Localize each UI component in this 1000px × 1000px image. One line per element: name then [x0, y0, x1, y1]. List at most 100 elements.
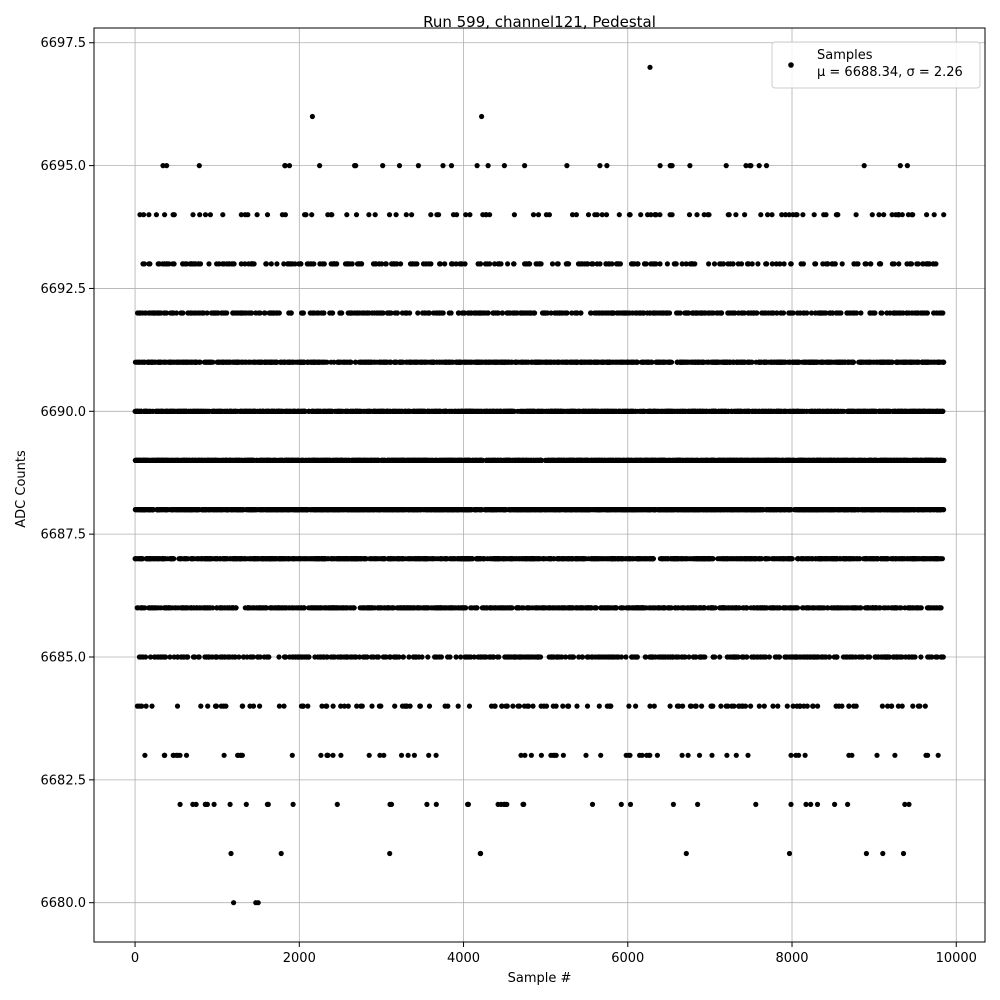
data-point [665, 507, 671, 513]
data-point [569, 654, 576, 660]
data-point [433, 752, 439, 758]
data-point [543, 703, 550, 709]
data-point [354, 703, 360, 709]
data-point [821, 605, 827, 611]
data-point [881, 605, 887, 611]
data-point [449, 556, 455, 562]
data-point [693, 703, 699, 709]
data-point [419, 654, 425, 660]
data-point [650, 654, 656, 660]
data-point [412, 556, 418, 562]
data-point [508, 605, 514, 611]
data-point [217, 605, 224, 611]
data-point [522, 752, 528, 758]
data-point [733, 752, 739, 758]
data-point [686, 556, 693, 562]
data-point [453, 654, 459, 660]
data-point [832, 801, 838, 808]
data-point [433, 801, 439, 808]
data-point [812, 605, 818, 611]
data-point [692, 556, 698, 562]
data-point [905, 507, 911, 513]
data-point [385, 605, 391, 611]
data-point [923, 752, 929, 758]
data-point [318, 752, 324, 758]
data-point [405, 752, 411, 758]
data-point [634, 654, 640, 660]
data-point [877, 507, 883, 513]
data-point [163, 507, 169, 513]
data-point [167, 654, 173, 660]
data-point [868, 556, 874, 562]
data-point [758, 654, 764, 660]
data-point [492, 703, 498, 709]
data-point [538, 703, 544, 709]
data-point [424, 556, 430, 562]
data-point [589, 654, 595, 660]
data-point [814, 801, 821, 808]
data-point [367, 556, 374, 562]
data-point [561, 556, 567, 562]
data-point [248, 556, 254, 562]
data-point [177, 801, 183, 808]
data-point [269, 507, 275, 513]
data-point [836, 703, 842, 709]
data-point [505, 654, 511, 660]
data-point [357, 605, 363, 611]
data-point [411, 752, 417, 758]
data-point [229, 654, 235, 660]
data-point [250, 654, 256, 660]
data-point [808, 801, 814, 808]
data-point [745, 752, 751, 758]
data-point [613, 654, 619, 660]
data-point [344, 605, 350, 611]
data-point [321, 556, 327, 562]
data-point [673, 556, 679, 562]
data-point [469, 605, 475, 611]
data-point [599, 654, 605, 660]
data-point [752, 556, 758, 562]
data-point [915, 703, 922, 709]
data-point [906, 801, 912, 808]
data-point [445, 654, 451, 660]
data-point [190, 556, 197, 562]
data-point [509, 556, 515, 562]
data-point [358, 556, 364, 562]
data-point [300, 605, 306, 611]
data-point [388, 801, 395, 808]
data-point [846, 703, 852, 709]
data-point [221, 752, 227, 758]
data-point [338, 703, 344, 709]
data-point [560, 703, 566, 709]
data-point [175, 752, 181, 758]
data-point [305, 703, 311, 709]
data-point [817, 556, 824, 562]
data-point [430, 605, 436, 611]
data-point [782, 507, 788, 513]
data-point [507, 507, 513, 513]
data-point [217, 654, 223, 660]
data-point [573, 556, 580, 562]
data-point [668, 605, 674, 611]
data-point [366, 605, 373, 611]
data-point [214, 556, 220, 562]
data-point [775, 703, 781, 709]
data-point [588, 605, 595, 611]
data-point [289, 752, 295, 758]
data-point [306, 654, 312, 660]
data-point [598, 556, 604, 562]
data-point [196, 605, 202, 611]
data-point [312, 605, 318, 611]
data-point [402, 605, 408, 611]
data-point [183, 507, 189, 513]
data-point [923, 507, 929, 513]
data-point [442, 703, 448, 709]
data-point [636, 556, 642, 562]
data-point [259, 507, 265, 513]
data-point [842, 507, 848, 513]
data-point [382, 556, 388, 562]
data-point [793, 605, 799, 611]
data-point [800, 507, 806, 513]
data-point [324, 703, 330, 709]
data-point [789, 654, 795, 660]
